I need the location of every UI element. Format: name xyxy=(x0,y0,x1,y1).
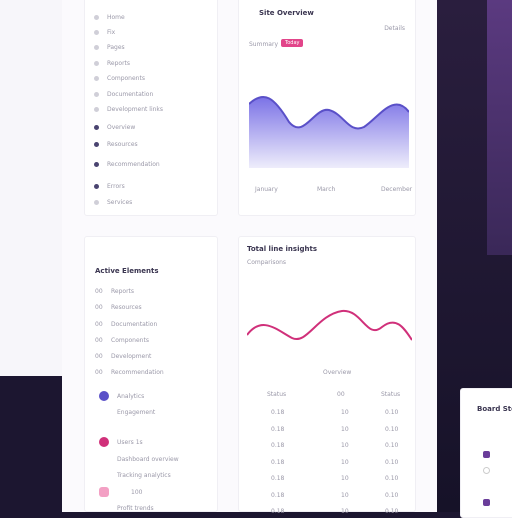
subtitle: Comparisons xyxy=(247,259,287,266)
x-label: March xyxy=(317,186,336,193)
table-cell: 0.18 xyxy=(271,409,285,416)
x-label: January xyxy=(255,186,278,193)
row-label[interactable]: Development xyxy=(111,353,152,360)
card-title: Total line insights xyxy=(247,245,317,253)
row-label[interactable]: Documentation xyxy=(111,321,158,328)
table-cell: 10 xyxy=(341,491,349,499)
table-cell: 0.10 xyxy=(385,475,399,482)
table-cell: 0.18 xyxy=(271,442,285,449)
row-id: 00 xyxy=(95,353,103,360)
table-cell: 10 xyxy=(341,442,349,449)
nav-icon xyxy=(94,92,99,97)
side-card: Board Step xyxy=(460,388,512,518)
icon xyxy=(483,451,490,458)
card-title: Board Step xyxy=(477,405,512,413)
person: Analytics xyxy=(117,393,145,400)
person: Tracking analytics xyxy=(117,472,171,479)
table-cell: 0.18 xyxy=(271,425,285,433)
row-id: 00 xyxy=(95,369,103,376)
x-label: December xyxy=(381,186,413,193)
line-chart xyxy=(247,309,412,341)
backdrop-accent xyxy=(487,0,512,255)
avatar xyxy=(99,437,109,447)
icon xyxy=(483,467,490,474)
backdrop-light xyxy=(0,0,62,376)
card-title: Active Elements xyxy=(95,267,159,275)
label: Overview xyxy=(323,369,352,376)
row-id: 00 xyxy=(95,288,103,295)
nav-icon xyxy=(94,15,99,20)
nav-icon xyxy=(94,61,99,66)
table-cell: 0.10 xyxy=(385,458,399,466)
nav-item[interactable]: Reports xyxy=(107,60,131,67)
table-header: 00 xyxy=(337,391,345,398)
nav-item[interactable]: Services xyxy=(107,199,133,206)
table-cell: 0.10 xyxy=(385,491,399,499)
nav-icon xyxy=(94,184,99,189)
nav-item[interactable]: Pages xyxy=(107,44,125,51)
person: Users 1s xyxy=(117,439,143,446)
table-cell: 0.10 xyxy=(385,442,399,449)
nav-item[interactable]: Components xyxy=(107,75,145,82)
row-id: 00 xyxy=(95,321,103,328)
overview-card: Site Overview Details Summary Today Janu… xyxy=(238,0,416,216)
avatar xyxy=(99,487,109,497)
row-label[interactable]: Components xyxy=(111,337,149,344)
nav-icon xyxy=(94,162,99,167)
row-label[interactable]: Reports xyxy=(111,288,135,295)
card-title: Site Overview xyxy=(259,9,314,17)
table-cell: 0.18 xyxy=(271,458,285,466)
table-cell: 10 xyxy=(341,409,349,416)
nav-icon xyxy=(94,200,99,205)
row-id: 00 xyxy=(95,337,103,344)
table-cell: 10 xyxy=(341,475,349,482)
nav-item[interactable]: Resources xyxy=(107,141,138,148)
nav-icon xyxy=(94,107,99,112)
elements-card: Active Elements 00 Reports 00 Resources 00 Do… xyxy=(84,236,218,512)
table-cell: 10 xyxy=(341,458,349,466)
table-cell: 0.10 xyxy=(385,425,399,433)
icon xyxy=(483,499,490,506)
nav-item[interactable]: Home xyxy=(107,14,125,21)
table-header: Status xyxy=(381,391,401,398)
table-cell: 0.18 xyxy=(271,475,285,482)
table-cell: 0.10 xyxy=(385,409,399,416)
nav-icon xyxy=(94,45,99,50)
nav-item[interactable]: Errors xyxy=(107,183,125,190)
nav-item[interactable]: Development links xyxy=(107,106,164,113)
nav-card: Home Fix Pages Reports Components Documentati… xyxy=(84,0,218,216)
area-chart xyxy=(249,95,409,168)
row-id: 00 xyxy=(95,304,103,311)
nav-item[interactable]: Fix xyxy=(107,29,116,36)
table-cell: 0.18 xyxy=(271,491,285,499)
person: 100 xyxy=(131,489,143,496)
insights-card: Total line insights Comparisons Overview… xyxy=(238,236,416,515)
badge[interactable]: Today xyxy=(281,39,304,47)
nav-icon xyxy=(94,125,99,130)
table-cell: 10 xyxy=(341,425,349,433)
nav-item[interactable]: Overview xyxy=(107,124,136,131)
nav-item[interactable]: Recommendation xyxy=(107,161,160,168)
person: Engagement xyxy=(117,409,156,416)
nav-icon xyxy=(94,142,99,147)
row-label[interactable]: Recommendation xyxy=(111,369,164,376)
person: Profit trends xyxy=(117,505,154,512)
person: Dashboard overview xyxy=(117,456,179,463)
details-link[interactable]: Details xyxy=(384,25,405,32)
avatar xyxy=(99,391,109,401)
row-label[interactable]: Resources xyxy=(111,304,142,311)
nav-icon xyxy=(94,76,99,81)
nav-item[interactable]: Documentation xyxy=(107,91,154,98)
nav-icon xyxy=(94,30,99,35)
table-header: Status xyxy=(267,391,287,398)
filter[interactable]: Summary xyxy=(249,41,278,48)
